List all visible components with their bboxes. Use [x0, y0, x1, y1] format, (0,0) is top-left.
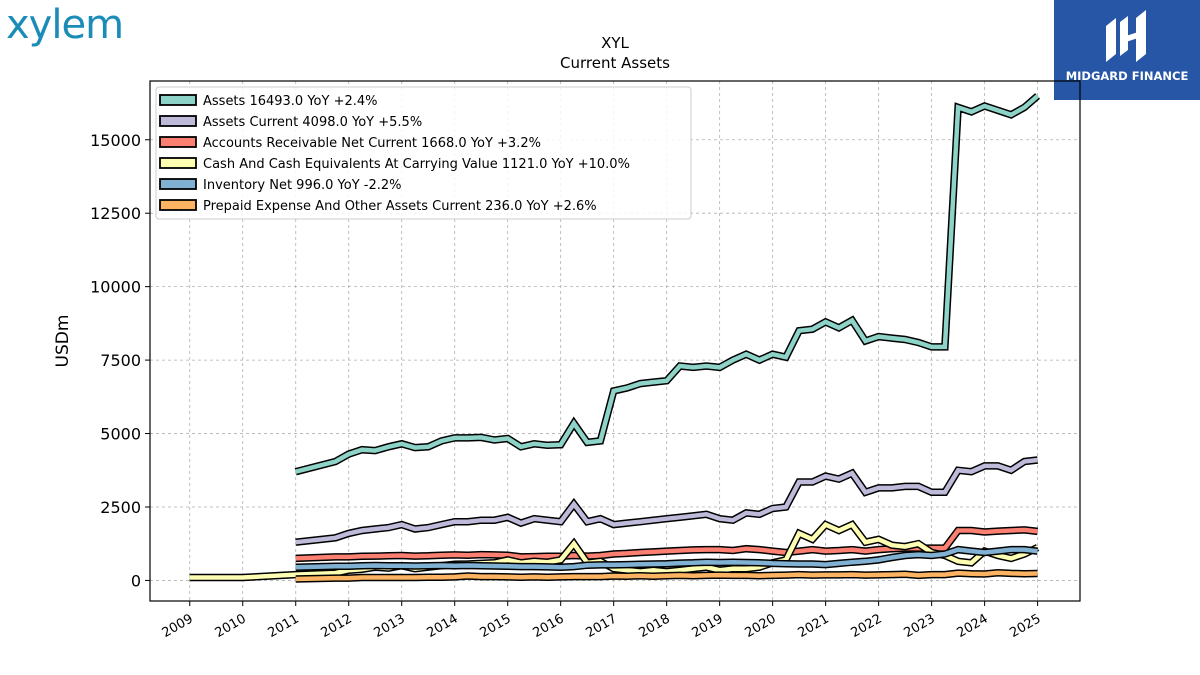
legend-swatch [159, 199, 197, 211]
series-line [295, 570, 1038, 582]
y-axis: 0 2500 5000 7500 10000 12500 15000 [90, 131, 150, 590]
legend-label: Prepaid Expense And Other Assets Current… [203, 199, 597, 214]
x-tick-label: 2014 [425, 611, 461, 641]
legend-label: Cash And Cash Equivalents At Carrying Va… [203, 157, 630, 172]
x-tick-label: 2013 [372, 611, 408, 641]
y-axis-label: USDm [53, 315, 73, 368]
legend: Assets 16493.0 YoY +2.4% Assets Current 4… [155, 86, 692, 220]
legend-swatch [159, 136, 197, 148]
series-line [295, 94, 1040, 474]
legend-label: Assets 16493.0 YoY +2.4% [203, 94, 378, 109]
xylem-logo: xylem [6, 2, 124, 48]
series-line [295, 547, 1038, 570]
x-tick-label: 2011 [266, 611, 302, 641]
y-tick-label: 10000 [90, 278, 141, 297]
x-axis: 2009 2010 2011 2012 2013 2014 2015 2016 2017 2018… [160, 601, 1044, 641]
legend-swatch [159, 115, 197, 127]
x-tick-label: 2023 [901, 611, 937, 641]
legend-swatch [159, 178, 197, 190]
plot-frame [149, 80, 1081, 602]
chart-subtitle: Current Assets [560, 54, 670, 72]
midgard-monogram-icon [1106, 10, 1146, 62]
x-tick-label: 2024 [954, 611, 990, 641]
legend-swatch [159, 94, 197, 106]
x-tick-label: 2025 [1007, 611, 1043, 641]
x-tick-label: 2016 [531, 611, 567, 641]
legend-box [155, 86, 692, 220]
midgard-finance-logo: MIDGARD FINANCE [1054, 0, 1200, 100]
y-tick-label: 2500 [100, 498, 141, 517]
legend-swatch [159, 157, 197, 169]
x-tick-label: 2021 [795, 611, 831, 641]
y-tick-label: 15000 [90, 131, 141, 150]
y-tick-label: 12500 [90, 204, 141, 223]
legend-label: Accounts Receivable Net Current 1668.0 Y… [203, 136, 541, 151]
x-tick-label: 2012 [319, 611, 355, 641]
x-tick-label: 2020 [742, 611, 778, 641]
y-tick-label: 5000 [100, 425, 141, 444]
x-tick-label: 2015 [478, 611, 514, 641]
legend-label: Assets Current 4098.0 YoY +5.5% [203, 115, 422, 130]
x-tick-label: 2017 [584, 611, 620, 641]
series-lines [189, 93, 1041, 583]
x-tick-label: 2018 [637, 611, 673, 641]
y-tick-label: 0 [131, 571, 141, 590]
x-tick-label: 2010 [213, 611, 249, 641]
x-tick-label: 2022 [848, 611, 884, 641]
x-tick-label: 2009 [160, 611, 196, 641]
chart-title: XYL [601, 34, 629, 52]
legend-label: Inventory Net 996.0 YoY -2.2% [203, 178, 402, 193]
y-tick-label: 7500 [100, 351, 141, 370]
x-tick-label: 2019 [689, 611, 725, 641]
midgard-finance-wordmark: MIDGARD FINANCE [1065, 69, 1189, 83]
series-line [295, 457, 1038, 545]
